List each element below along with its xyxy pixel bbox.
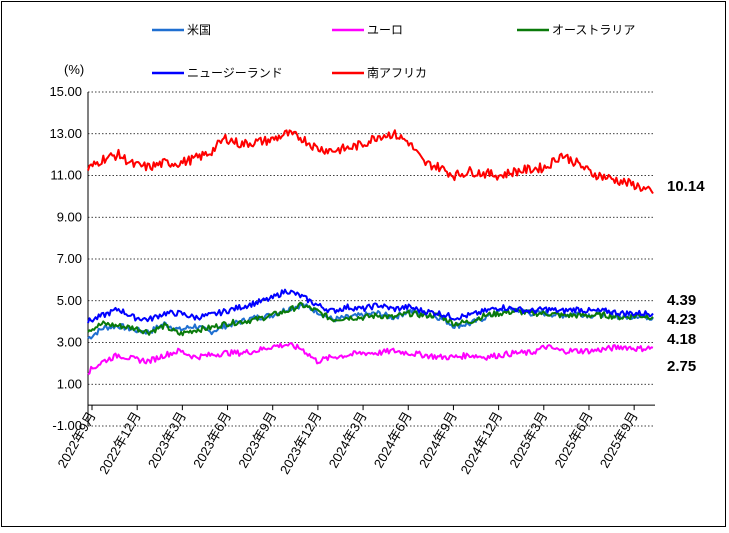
end-labels: 10.14 4.39 4.23 4.18 2.75 (667, 178, 705, 375)
x-tick-label: 2023年12月 (277, 409, 325, 477)
x-tick-label: 2025年9月 (597, 409, 641, 470)
end-value-label: 4.39 (667, 292, 696, 309)
x-tick-label: 2023年9月 (235, 409, 279, 470)
y-axis: 15.00 13.00 11.00 9.00 7.00 5.00 3.00 1.00 -1.00 (49, 84, 655, 433)
series-line-4 (87, 129, 654, 195)
x-tick-label: 2024年3月 (326, 409, 370, 470)
y-tick-label: 9.00 (57, 209, 82, 224)
series-lines (87, 129, 654, 376)
x-tick-label: 2025年6月 (552, 409, 596, 470)
legend-label: オーストラリア (552, 23, 635, 37)
x-tick-label: 2025年3月 (506, 409, 550, 470)
series-line-2 (87, 301, 654, 337)
end-value-label: 4.18 (667, 331, 696, 348)
y-tick-label: 15.00 (49, 84, 82, 99)
series-line-3 (87, 288, 654, 324)
x-tick-label: 2022年12月 (96, 409, 144, 477)
unit-label: (%) (64, 62, 84, 77)
y-tick-label: -1.00 (52, 418, 82, 433)
series-line-1 (87, 342, 654, 376)
y-tick-label: 3.00 (57, 335, 82, 350)
legend-label: 米国 (187, 23, 211, 37)
x-tick-label: 2023年6月 (190, 409, 234, 470)
end-value-label: 2.75 (667, 358, 696, 375)
end-value-label: 4.23 (667, 311, 696, 328)
end-value-label: 10.14 (667, 178, 705, 195)
x-tick-label: 2024年6月 (371, 409, 415, 470)
legend-label: ユーロ (367, 23, 403, 37)
legend-label: ニュージーランド (187, 66, 283, 80)
y-tick-label: 5.00 (57, 293, 82, 308)
y-tick-label: 1.00 (57, 376, 82, 391)
y-tick-label: 13.00 (49, 126, 82, 141)
legend-label: 南アフリカ (367, 65, 427, 80)
grid (88, 91, 655, 427)
y-tick-label: 7.00 (57, 251, 82, 266)
y-tick-label: 11.00 (50, 168, 82, 183)
x-tick-label: 2024年9月 (416, 409, 460, 470)
x-tick-label: 2023年3月 (145, 409, 189, 470)
x-tick-label: 2024年12月 (458, 409, 506, 477)
